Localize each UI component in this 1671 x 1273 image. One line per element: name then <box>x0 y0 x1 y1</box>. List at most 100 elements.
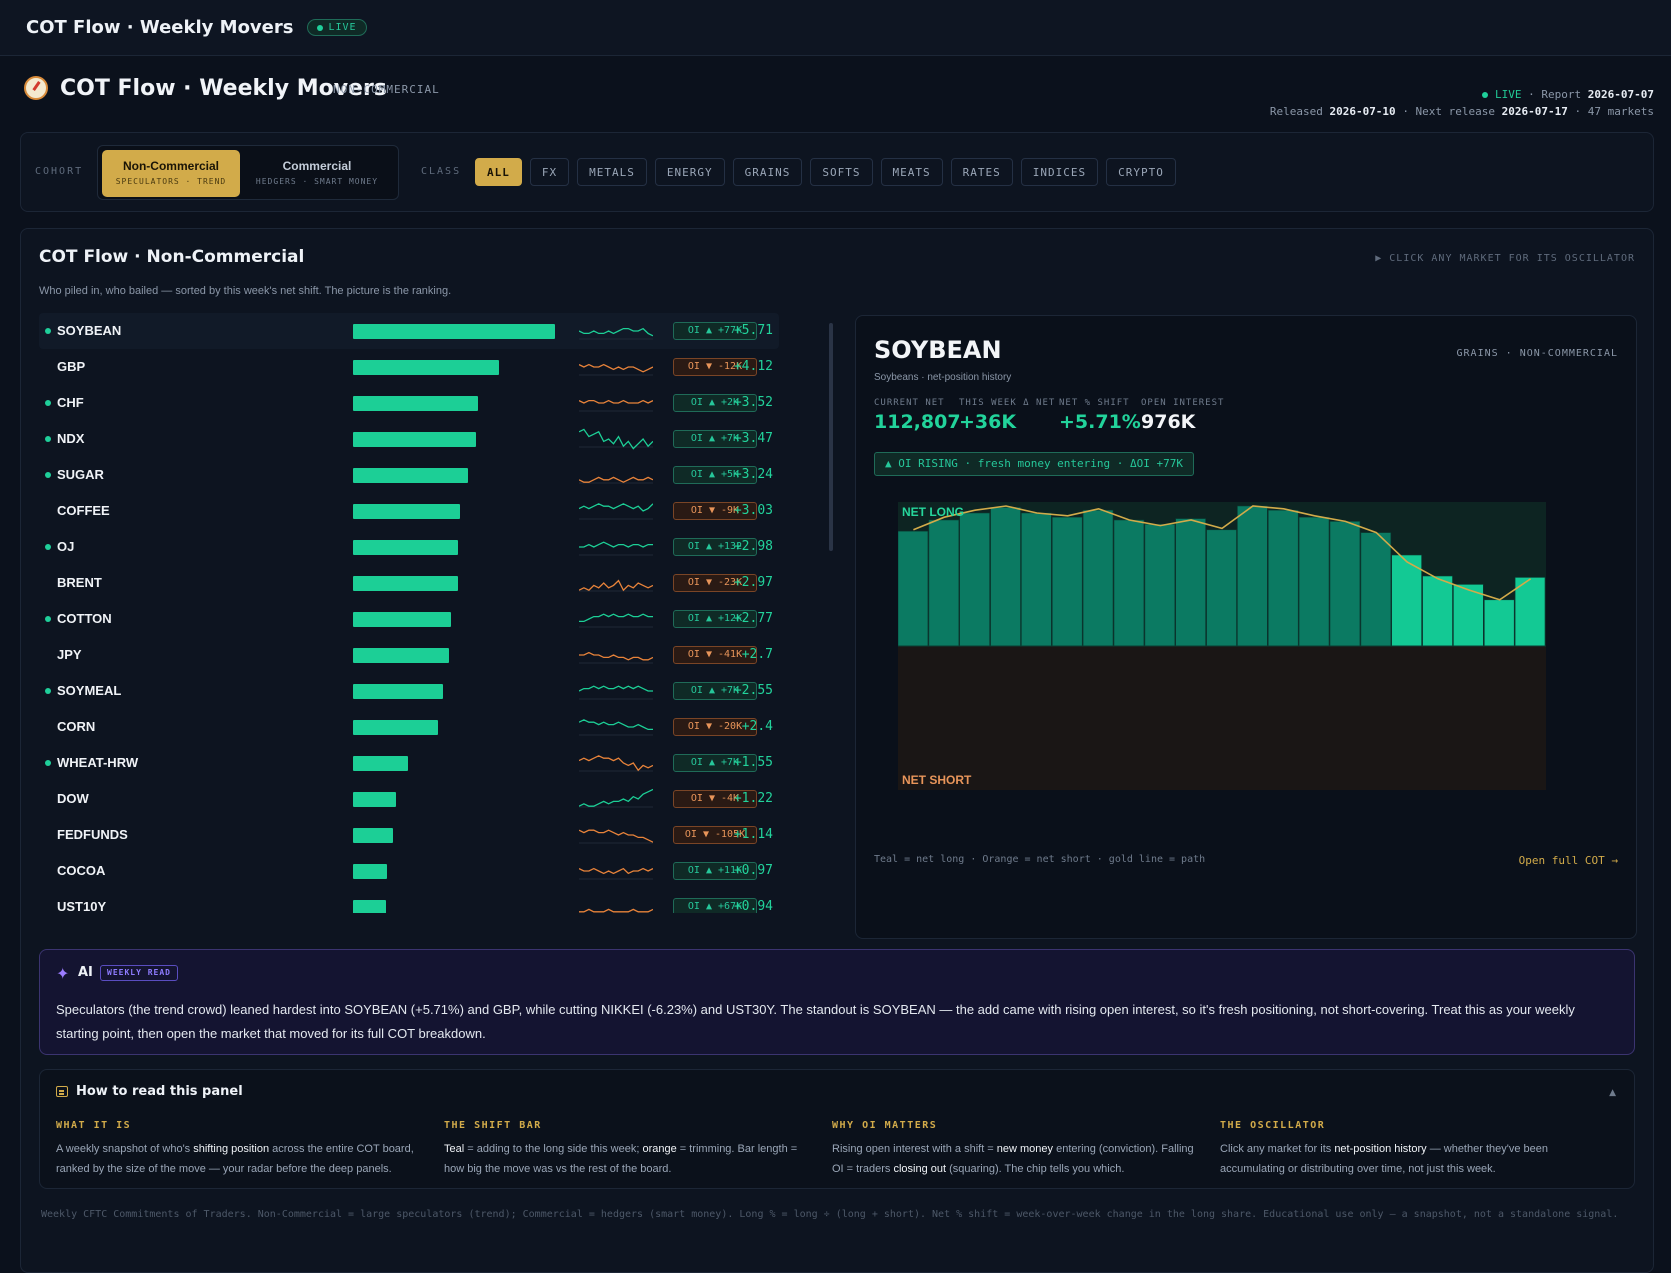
body-text: = adding to the long side this week; <box>464 1143 643 1155</box>
cohort-commercial[interactable]: Commercial HEDGERS · SMART MONEY <box>248 150 386 197</box>
class-chip-rates[interactable]: RATES <box>950 158 1013 186</box>
cohort-tag: NON-COMMERCIAL <box>333 83 440 96</box>
oi-rising-dot-icon <box>45 544 51 550</box>
mover-name: UST10Y <box>57 899 107 913</box>
mover-row[interactable]: DOW OI ▼ -4K +1.22 <box>39 781 779 817</box>
body-em: orange <box>642 1143 677 1155</box>
howto-col-body: Click any market for its net-position hi… <box>1220 1139 1590 1179</box>
class-chip-indices[interactable]: INDICES <box>1020 158 1099 186</box>
mover-row[interactable]: JPY OI ▼ -41K +2.7 <box>39 637 779 673</box>
howto-col-title: THE OSCILLATOR <box>1220 1120 1326 1131</box>
body-text: across the entire COT board, ranked by t… <box>56 1143 414 1175</box>
mover-sparkline <box>579 503 653 520</box>
mover-row[interactable]: COCOA OI ▲ +11K +0.97 <box>39 853 779 889</box>
mover-sparkline <box>579 613 653 628</box>
stat-value: 112,807 <box>874 411 961 433</box>
ai-weekly-read: ✦ AI WEEKLY READ Speculators (the trend … <box>39 949 1635 1055</box>
shift-bar <box>353 324 555 339</box>
mover-sparkline <box>579 363 653 376</box>
class-chip-energy[interactable]: ENERGY <box>654 158 725 186</box>
scrollbar-thumb[interactable] <box>829 323 833 551</box>
mover-sparkline <box>579 399 653 412</box>
howto-oscillator: THE OSCILLATOR Click any market for its … <box>1220 1120 1590 1179</box>
shift-value: +5.71 <box>733 323 773 338</box>
shift-value: +3.52 <box>733 395 773 410</box>
mover-sparkline <box>579 579 653 592</box>
shift-value: +1.14 <box>733 827 773 842</box>
mover-row[interactable]: SOYBEAN OI ▲ +77K +5.71 <box>39 313 779 349</box>
shift-bar <box>353 756 408 771</box>
mover-row[interactable]: GBP OI ▼ -12K +4.12 <box>39 349 779 385</box>
net-position-bar <box>1391 554 1422 647</box>
class-chip-meats[interactable]: MEATS <box>880 158 943 186</box>
panel-description: Who piled in, who bailed — sorted by thi… <box>39 285 452 297</box>
mover-row[interactable]: COTTON OI ▲ +12K +2.77 <box>39 601 779 637</box>
body-text: (squaring). The chip tells you which. <box>946 1163 1125 1175</box>
mover-sparkline <box>579 428 653 450</box>
page-title: COT Flow · Weekly Movers <box>60 76 387 101</box>
class-chip-metals[interactable]: METALS <box>577 158 647 186</box>
class-chip-all[interactable]: ALL <box>475 158 522 186</box>
collapse-caret-icon[interactable]: ▲ <box>1609 1088 1616 1098</box>
stat-label: CURRENT NET <box>874 398 945 408</box>
net-position-chart[interactable]: NET LONG NET SHORT <box>898 502 1546 790</box>
shift-value: +2.55 <box>733 683 773 698</box>
mover-row[interactable]: CORN OI ▼ -20K +2.4 <box>39 709 779 745</box>
class-chip-grains[interactable]: GRAINS <box>732 158 803 186</box>
body-text: A weekly snapshot of who's <box>56 1143 194 1155</box>
howto-what-it-is: WHAT IT IS A weekly snapshot of who's sh… <box>56 1120 426 1179</box>
net-position-path <box>913 505 1532 601</box>
sparkline-path <box>579 788 653 807</box>
net-position-bar <box>1422 575 1453 647</box>
detail-market-name: Soybeans · net-position history <box>874 372 1012 383</box>
body-em: closing out <box>893 1163 947 1175</box>
mover-sparkline <box>579 327 653 340</box>
movers-scrollbar[interactable] <box>827 313 835 913</box>
net-position-bar <box>1453 584 1484 647</box>
body-text: = trimming. Bar length = how big the mov… <box>444 1143 798 1175</box>
net-position-bar <box>898 530 929 647</box>
mover-row[interactable]: BRENT OI ▼ -23K +2.97 <box>39 565 779 601</box>
stat-open-interest: OPEN INTEREST 976K <box>1141 398 1224 433</box>
mover-sparkline <box>579 541 653 556</box>
net-position-bar <box>1267 509 1299 647</box>
live-badge: LIVE <box>307 19 367 36</box>
mover-row[interactable]: FEDFUNDS OI ▼ -105K +1.14 <box>39 817 779 853</box>
sparkline-path <box>579 613 653 623</box>
class-chip-crypto[interactable]: CRYPTO <box>1106 158 1176 186</box>
how-to-read-panel: How to read this panel ▲ WHAT IT IS A we… <box>39 1069 1635 1189</box>
stat-week-delta: THIS WEEK Δ NET +36K <box>959 398 1055 433</box>
mover-row[interactable]: NDX OI ▲ +7K +3.47 <box>39 421 779 457</box>
open-full-cot-link[interactable]: Open full COT → <box>1518 854 1618 867</box>
mover-name: JPY <box>57 647 82 662</box>
report-date: 2026-07-07 <box>1587 88 1654 101</box>
howto-title[interactable]: How to read this panel <box>76 1084 243 1099</box>
mover-row[interactable]: SUGAR OI ▲ +5K +3.24 <box>39 457 779 493</box>
released-label: Released <box>1269 105 1323 118</box>
oi-chip: OI ▲ +5K <box>673 466 757 484</box>
net-position-bar <box>959 512 990 647</box>
mover-row[interactable]: WHEAT-HRW OI ▲ +7K +1.55 <box>39 745 779 781</box>
mover-row[interactable]: OJ OI ▲ +132 +2.98 <box>39 529 779 565</box>
mover-name: SOYMEAL <box>57 683 122 698</box>
mover-row[interactable]: SOYMEAL OI ▲ +7K +2.55 <box>39 673 779 709</box>
class-chip-fx[interactable]: FX <box>529 158 570 186</box>
class-chip-softs[interactable]: SOFTS <box>810 158 873 186</box>
body-em: shifting position <box>193 1143 270 1155</box>
howto-col-title: WHAT IT IS <box>56 1120 132 1131</box>
oi-chip: OI ▼ -9K <box>673 502 757 520</box>
net-position-bar <box>1113 519 1145 647</box>
mover-row[interactable]: CHF OI ▲ +2K +3.52 <box>39 385 779 421</box>
mover-sparkline <box>579 908 653 913</box>
mover-row[interactable]: COFFEE OI ▼ -9K +3.03 <box>39 493 779 529</box>
released-date: 2026-07-10 <box>1329 105 1396 118</box>
sparkle-icon: ✦ <box>56 964 70 983</box>
compass-logo-icon <box>24 76 48 100</box>
net-position-bar <box>1483 599 1515 647</box>
cohort-non-commercial[interactable]: Non-Commercial SPECULATORS · TREND <box>102 150 240 197</box>
sparkline-path <box>579 541 653 548</box>
market-count: · 47 markets <box>1574 105 1654 118</box>
mover-row[interactable]: UST10Y OI ▲ +67K +0.94 <box>39 889 779 913</box>
oi-chip: OI ▼ -41K <box>673 646 757 664</box>
howto-col-body: Rising open interest with a shift = new … <box>832 1139 1202 1179</box>
